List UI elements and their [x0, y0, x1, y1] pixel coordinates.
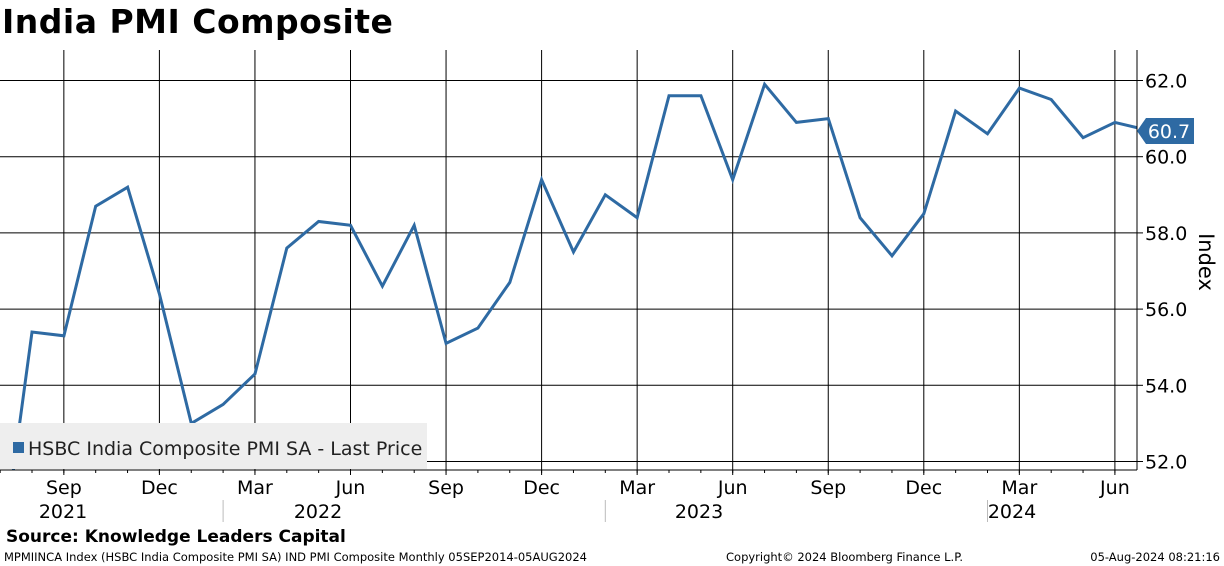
x-tick-label: Dec	[141, 477, 178, 499]
y-tick-label: 58.0	[1145, 223, 1187, 245]
footer-timestamp: 05-Aug-2024 08:21:16	[1090, 550, 1220, 564]
x-tick-label: Jun	[335, 477, 366, 499]
y-tick-label: 60.0	[1145, 147, 1187, 169]
x-tick-label: Dec	[523, 477, 560, 499]
x-tick-label: Sep	[428, 477, 464, 499]
x-tick-label: Mar	[1001, 477, 1037, 499]
x-tick-label: Sep	[46, 477, 82, 499]
x-tick-label: Jun	[1099, 477, 1130, 499]
footer-copyright: Copyright© 2024 Bloomberg Finance L.P.	[726, 550, 963, 564]
y-tick-label: 52.0	[1145, 452, 1187, 474]
y-axis-title: Index	[1194, 233, 1218, 291]
last-value-tag	[1137, 118, 1194, 145]
chart-title: India PMI Composite	[2, 2, 394, 41]
legend-box	[0, 423, 427, 469]
grid-lines	[0, 50, 1137, 470]
legend-swatch	[13, 442, 24, 453]
axes	[0, 50, 1143, 522]
x-tick-label: Dec	[905, 477, 942, 499]
y-tick-label: 56.0	[1145, 299, 1187, 321]
last-value-label: 60.7	[1148, 121, 1190, 143]
x-tick-label: Jun	[717, 477, 748, 499]
source-note: Source: Knowledge Leaders Capital	[6, 527, 346, 547]
x-tick-label: Mar	[237, 477, 273, 499]
legend-label: HSBC India Composite PMI SA - Last Price	[28, 438, 422, 460]
legend: HSBC India Composite PMI SA - Last Price	[0, 423, 427, 469]
x-tick-label: Sep	[810, 477, 846, 499]
x-year-label: 2023	[675, 501, 723, 523]
x-year-label: 2021	[39, 501, 87, 523]
y-tick-label: 54.0	[1145, 375, 1187, 397]
axis-labels: 62.0 60.0 58.0 56.0 54.0 52.0 Sep Dec Mar Jun Sep D…	[0, 71, 1218, 523]
x-year-label: 2024	[988, 501, 1036, 523]
y-tick-label: 62.0	[1145, 71, 1187, 93]
x-year-label: 2022	[294, 501, 342, 523]
x-tick-label: Mar	[619, 477, 655, 499]
footer-ticker-description: MPMIINCA Index (HSBC India Composite PMI…	[4, 550, 587, 564]
